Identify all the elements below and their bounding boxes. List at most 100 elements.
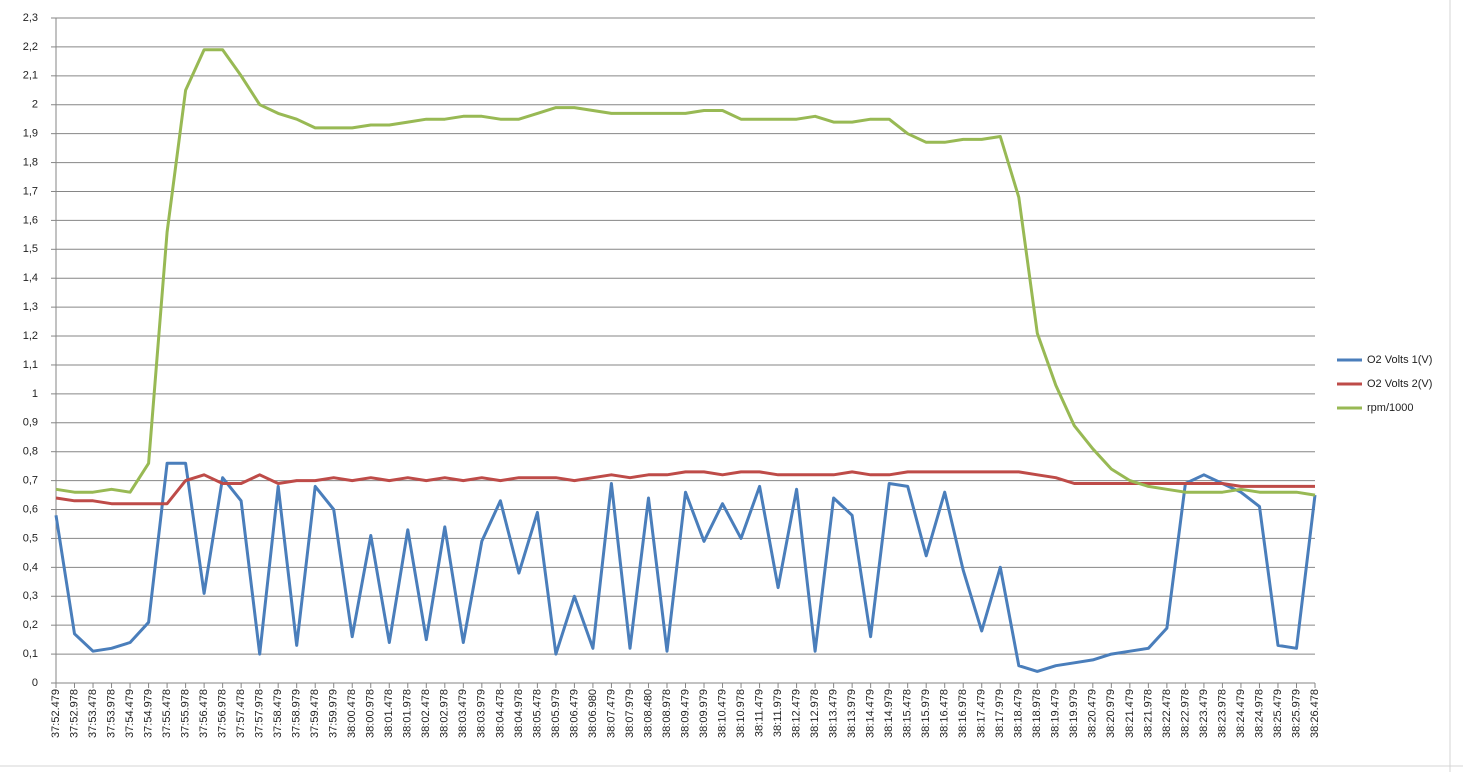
x-tick-label: 37:52.978 <box>68 689 80 738</box>
x-tick-label: 38:18.978 <box>1031 689 1043 738</box>
x-tick-label: 38:12.978 <box>809 689 821 738</box>
x-tick-label: 38:08.480 <box>642 689 654 738</box>
x-tick-label: 38:26.478 <box>1309 689 1321 738</box>
y-tick-label: 1,6 <box>23 214 38 226</box>
x-tick-label: 38:17.479 <box>976 689 988 738</box>
x-tick-label: 37:53.478 <box>87 689 99 738</box>
x-tick-label: 38:13.979 <box>846 689 858 738</box>
x-tick-label: 38:02.978 <box>439 689 451 738</box>
x-tick-label: 38:14.979 <box>883 689 895 738</box>
series-line <box>55 48 1316 497</box>
y-tick-label: 0 <box>32 677 38 689</box>
x-tick-label: 38:19.979 <box>1068 689 1080 738</box>
y-tick-label: 1,7 <box>23 185 38 197</box>
y-tick-label: 1,2 <box>23 330 38 342</box>
series-line <box>55 470 1315 506</box>
y-tick-label: 0,9 <box>23 417 38 429</box>
x-tick-label: 38:12.479 <box>790 689 802 738</box>
x-tick-label: 37:58.479 <box>272 689 284 738</box>
x-tick-label: 38:00.478 <box>346 689 358 738</box>
x-tick-label: 38:06.479 <box>568 689 580 738</box>
x-tick-label: 38:08.978 <box>661 689 673 738</box>
y-tick-label: 1,9 <box>23 128 38 140</box>
y-tick-label: 2,1 <box>23 70 38 82</box>
x-tick-label: 38:17.979 <box>994 689 1006 738</box>
x-tick-label: 37:59.478 <box>309 689 321 738</box>
y-tick-label: 0,2 <box>23 619 38 631</box>
x-tick-label: 37:54.979 <box>142 689 154 738</box>
x-tick-label: 37:58.979 <box>291 689 303 738</box>
x-tick-label: 38:16.478 <box>939 689 951 738</box>
legend-label: O2 Volts 1(V) <box>1367 354 1432 366</box>
x-tick-label: 38:04.978 <box>513 689 525 738</box>
x-tick-label: 38:20.479 <box>1087 689 1099 738</box>
legend-label: rpm/1000 <box>1367 402 1413 414</box>
x-tick-label: 38:21.479 <box>1124 689 1136 738</box>
x-tick-label: 38:09.979 <box>698 689 710 738</box>
legend-label: O2 Volts 2(V) <box>1367 378 1432 390</box>
x-tick-label: 38:22.478 <box>1161 689 1173 738</box>
x-tick-label: 38:21.978 <box>1142 689 1154 738</box>
x-tick-label: 38:14.479 <box>865 689 877 738</box>
x-tick-label: 38:05.979 <box>550 689 562 738</box>
y-tick-label: 0,5 <box>23 532 38 544</box>
y-tick-label: 1,5 <box>23 243 38 255</box>
x-tick-label: 38:13.479 <box>828 689 840 738</box>
y-tick-label: 1,4 <box>23 272 38 284</box>
x-tick-label: 38:11.979 <box>772 689 784 737</box>
x-tick-label: 38:15.478 <box>902 689 914 738</box>
x-tick-label: 38:05.478 <box>531 689 543 738</box>
x-tick-label: 38:10.978 <box>735 689 747 738</box>
x-tick-label: 38:11.479 <box>753 689 765 737</box>
y-tick-label: 2,2 <box>23 41 38 53</box>
y-tick-label: 1,8 <box>23 156 38 168</box>
x-tick-label: 38:18.479 <box>1013 689 1025 738</box>
y-tick-label: 0,3 <box>23 590 38 602</box>
x-tick-label: 37:55.978 <box>180 689 192 738</box>
y-tick-label: 1 <box>32 388 38 400</box>
x-tick-label: 38:07.479 <box>605 689 617 738</box>
series-line <box>54 461 1317 673</box>
x-tick-label: 37:56.978 <box>217 689 229 738</box>
x-tick-label: 38:01.978 <box>402 689 414 738</box>
x-tick-label: 37:53.978 <box>105 689 117 738</box>
y-tick-label: 0,6 <box>23 503 38 515</box>
x-tick-label: 38:09.479 <box>679 689 691 738</box>
x-tick-label: 38:04.478 <box>494 689 506 738</box>
y-tick-label: 1,3 <box>23 301 38 313</box>
x-tick-label: 38:07.979 <box>624 689 636 738</box>
x-tick-label: 38:02.478 <box>420 689 432 738</box>
x-tick-label: 38:06.980 <box>587 689 599 738</box>
x-tick-label: 38:10.479 <box>716 689 728 738</box>
x-tick-label: 38:25.479 <box>1272 689 1284 738</box>
y-tick-label: 2 <box>32 99 38 111</box>
x-tick-label: 37:52.479 <box>50 689 62 738</box>
x-tick-label: 38:24.479 <box>1235 689 1247 738</box>
x-tick-label: 38:03.479 <box>457 689 469 738</box>
y-tick-label: 0,1 <box>23 648 38 660</box>
x-tick-label: 37:55.478 <box>161 689 173 738</box>
x-tick-label: 38:23.479 <box>1198 689 1210 738</box>
x-tick-label: 38:16.978 <box>957 689 969 738</box>
x-tick-label: 38:23.978 <box>1216 689 1228 738</box>
y-tick-label: 0,7 <box>23 475 38 487</box>
x-tick-label: 37:54.479 <box>124 689 136 738</box>
x-tick-label: 37:59.979 <box>328 689 340 738</box>
x-tick-label: 38:20.979 <box>1105 689 1117 738</box>
x-tick-label: 37:56.478 <box>198 689 210 738</box>
x-tick-label: 38:24.978 <box>1253 689 1265 738</box>
x-tick-label: 38:22.978 <box>1179 689 1191 738</box>
x-tick-label: 38:15.979 <box>920 689 932 738</box>
x-tick-label: 37:57.478 <box>235 689 247 738</box>
x-tick-label: 38:03.979 <box>476 689 488 738</box>
x-tick-label: 38:25.979 <box>1290 689 1302 738</box>
y-tick-label: 0,8 <box>23 446 38 458</box>
y-tick-label: 2,3 <box>23 12 38 24</box>
x-tick-label: 37:57.978 <box>254 689 266 738</box>
y-tick-label: 1,1 <box>23 359 38 371</box>
y-tick-label: 0,4 <box>23 561 38 573</box>
x-tick-label: 38:00.978 <box>365 689 377 738</box>
